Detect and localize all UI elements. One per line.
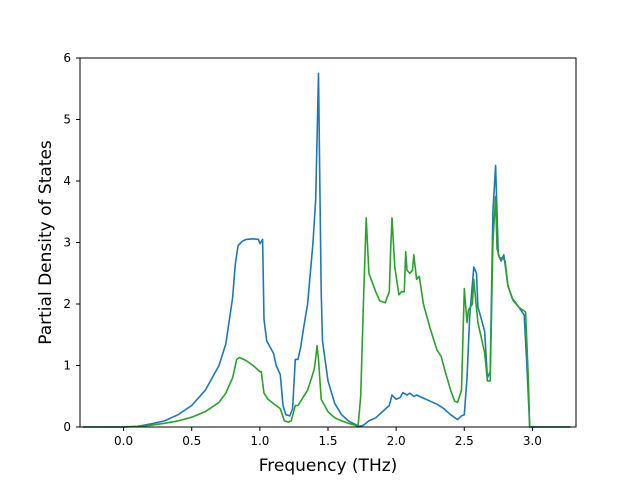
plot-frame [79,57,577,428]
x-tick-label: 0.5 [182,434,201,448]
x-tick-label: 1.0 [250,434,269,448]
y-tick-label: 6 [63,51,71,65]
series-line-2 [82,195,571,428]
y-tick-label: 4 [63,174,71,188]
x-tick-label: 2.5 [455,434,474,448]
y-tick-label: 0 [63,420,71,434]
x-axis-label: Frequency (THz) [259,456,398,476]
x-tick-label: 3.0 [523,434,542,448]
axis-ticks: 0.0 0.5 1.0 1.5 2.0 2.5 3.0 0 1 2 3 4 5 6 [63,51,542,448]
x-tick-label: 1.5 [318,434,337,448]
y-tick-label: 3 [63,236,71,250]
series-line-1 [82,72,571,428]
y-tick-label: 1 [63,359,71,373]
y-tick-label: 2 [63,297,71,311]
y-tick-label: 5 [63,113,71,127]
y-axis-label: Partial Density of States [36,140,56,345]
x-tick-label: 2.0 [387,434,406,448]
plot-area [82,72,571,428]
x-tick-label: 0.0 [114,434,133,448]
